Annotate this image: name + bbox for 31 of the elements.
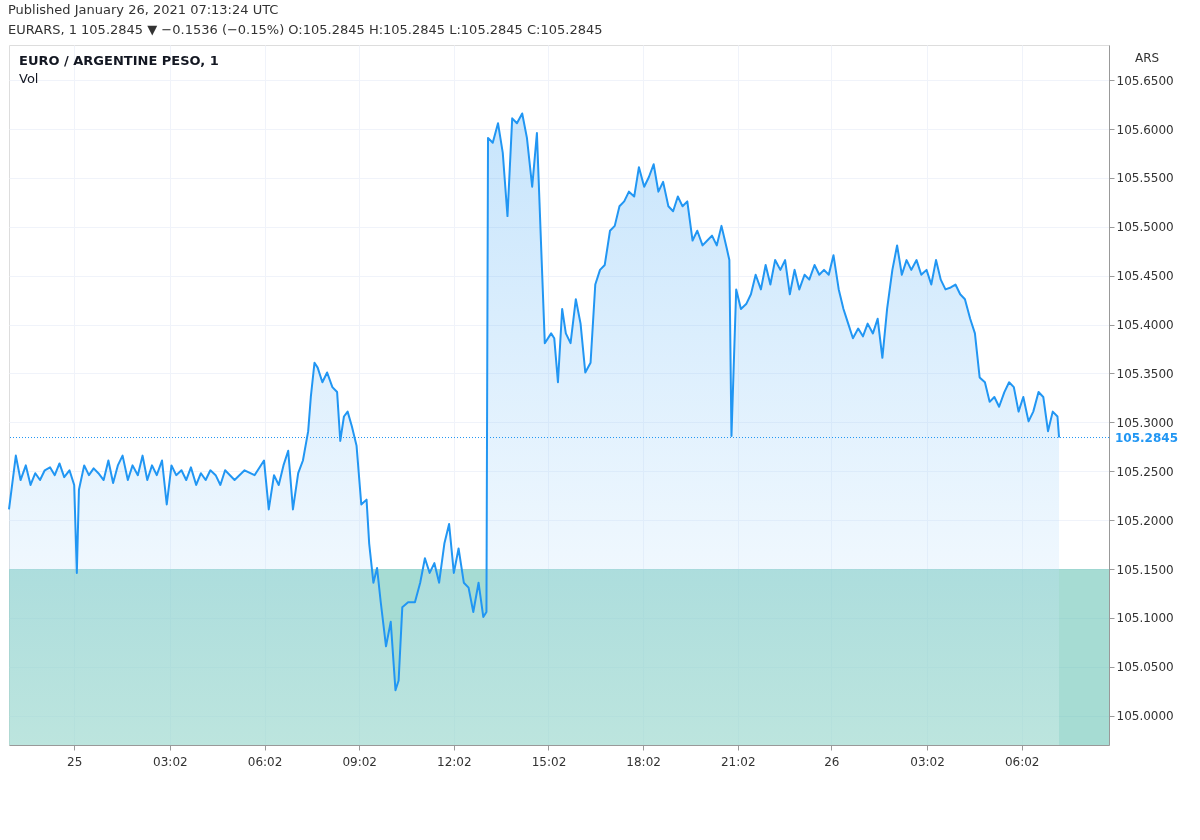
y-tick-label: 105.2000 (1116, 513, 1174, 528)
x-tick-label: 21:02 (720, 754, 756, 769)
annotation: Vol (19, 71, 39, 86)
text: Published January 26, 2021 07:13:24 UTC (8, 2, 279, 17)
ref-line-label: 105.2845 (1115, 430, 1179, 445)
y-tick-label: 105.3000 (1116, 415, 1174, 430)
x-tick-label: 06:02 (1004, 754, 1040, 769)
y-tick-label: 105.4500 (1116, 269, 1174, 284)
x-tick-label: 03:02 (153, 754, 188, 769)
x-tick-label: 12:02 (437, 754, 472, 769)
y-tick-label: 105.3500 (1116, 366, 1174, 381)
y-tick-label: 105.4000 (1116, 318, 1174, 333)
y-tick-label: 105.6500 (1116, 73, 1174, 88)
text: EURARS, 1 105.2845 ▼ −0.1536 (−0.15%) O:105.2845 H:105.2845 L:105.2845 C:105.2845 (8, 22, 603, 37)
y-tick-label: 105.5500 (1116, 171, 1174, 186)
x-tick-label: 25 (67, 754, 83, 769)
x-tick-label: 18:02 (626, 754, 661, 769)
x-tick-label: 15:02 (531, 754, 567, 769)
y-tick-label: 105.0500 (1116, 660, 1174, 675)
x-tick-label: 09:02 (342, 754, 377, 769)
y-tick-label: 105.6000 (1116, 122, 1174, 137)
x-tick-label: 06:02 (247, 754, 283, 769)
y-tick-label: 105.1500 (1116, 562, 1174, 577)
y-tick-label: 105.1000 (1116, 611, 1174, 626)
y-axis-title: ARS (1134, 51, 1160, 65)
y-tick-label: 105.5000 (1116, 220, 1174, 235)
y-tick-label: 105.2500 (1116, 464, 1174, 479)
x-tick-label: 03:02 (910, 754, 945, 769)
x-tick-label: 26 (824, 754, 840, 769)
text: EURO / ARGENTINE PESO, 1 (19, 53, 219, 68)
y-tick-label: 105.0000 (1116, 709, 1174, 724)
